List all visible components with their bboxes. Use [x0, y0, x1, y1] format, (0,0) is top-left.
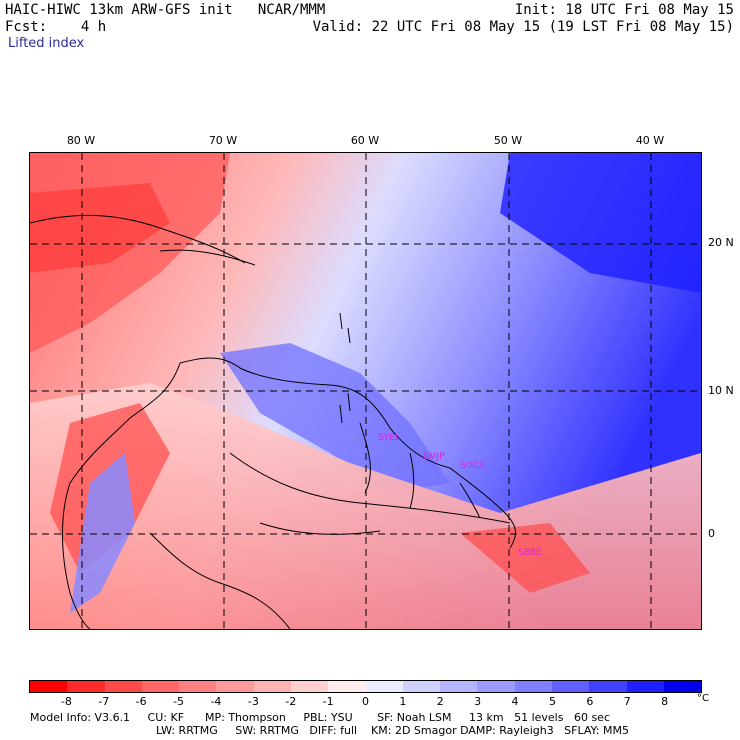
- colorbar: [29, 680, 702, 693]
- lat-label-20n: 20 N: [708, 236, 734, 249]
- colorbar-segment: [365, 681, 403, 692]
- colorbar-tick-label: 2: [436, 695, 444, 708]
- colorbar-tick-label: 1: [399, 695, 407, 708]
- colorbar-tick-label: 8: [661, 695, 669, 708]
- colorbar-segment: [402, 681, 441, 692]
- lat-label-10n: 10 N: [708, 384, 734, 397]
- header-title: HAIC-HIWC 13km ARW-GFS init NCAR/MMM: [5, 2, 326, 18]
- colorbar-segment: [104, 681, 142, 692]
- lat-label-0: 0: [708, 527, 715, 540]
- colorbar-segment: [477, 681, 515, 692]
- field-name: Lifted index: [8, 36, 85, 51]
- station-label-syel: SYEL: [378, 433, 400, 443]
- colorbar-segment: [551, 681, 590, 692]
- station-label-smjp: SMJP: [423, 452, 445, 462]
- colorbar-segment: [440, 681, 478, 692]
- lon-label-50w: 50 W: [493, 134, 523, 147]
- colorbar-segment: [67, 681, 105, 692]
- colorbar-segment: [514, 681, 552, 692]
- colorbar-segment: [589, 681, 627, 692]
- colorbar-tick-label: 0: [362, 695, 369, 708]
- colorbar-tick-label: -6: [135, 695, 147, 708]
- colorbar-tick-label: 4: [511, 695, 519, 708]
- colorbar-tick-label: -8: [60, 695, 72, 708]
- colorbar-segment: [141, 681, 180, 692]
- header-valid-time: Valid: 22 UTC Fri 08 May 15 (19 LST Fri …: [312, 19, 734, 35]
- colorbar-tick-label: -4: [210, 695, 222, 708]
- header-init: Init: 18 UTC Fri 08 May 15: [514, 2, 734, 18]
- colorbar-tick-label: 6: [586, 695, 594, 708]
- colorbar-tick-label: 3: [474, 695, 482, 708]
- station-label-soca: SOCA: [460, 461, 486, 471]
- colorbar-unit: °C: [697, 693, 709, 704]
- colorbar-segment: [253, 681, 291, 692]
- lon-label-60w: 60 W: [350, 134, 380, 147]
- lifted-index-map: SYEL SMJP SOCA SBBE: [29, 152, 702, 630]
- lon-label-40w: 40 W: [635, 134, 665, 147]
- colorbar-tick-label: -3: [247, 695, 259, 708]
- colorbar-tick-label: -1: [322, 695, 334, 708]
- colorbar-tick-label: -5: [173, 695, 185, 708]
- header-forecast-hour: Fcst: 4 h: [5, 19, 107, 35]
- lon-label-80w: 80 W: [66, 134, 96, 147]
- colorbar-segment: [30, 681, 68, 692]
- colorbar-segment: [290, 681, 329, 692]
- colorbar-segment: [328, 681, 366, 692]
- footer-physics-info: LW: RRTMG SW: RRTMG DIFF: full KM: 2D Sm…: [156, 724, 629, 737]
- colorbar-segment: [216, 681, 254, 692]
- lon-label-70w: 70 W: [208, 134, 238, 147]
- colorbar-tick-label: 5: [548, 695, 556, 708]
- colorbar-segment: [626, 681, 664, 692]
- colorbar-segment: [663, 681, 702, 692]
- colorbar-segment: [179, 681, 217, 692]
- footer-model-info: Model Info: V3.6.1 CU: KF MP: Thompson P…: [30, 711, 610, 724]
- station-label-sbbe: SBBE: [518, 548, 542, 558]
- colorbar-tick-label: -2: [285, 695, 297, 708]
- colorbar-tick-label: -7: [98, 695, 110, 708]
- colorbar-tick-label: 7: [623, 695, 631, 708]
